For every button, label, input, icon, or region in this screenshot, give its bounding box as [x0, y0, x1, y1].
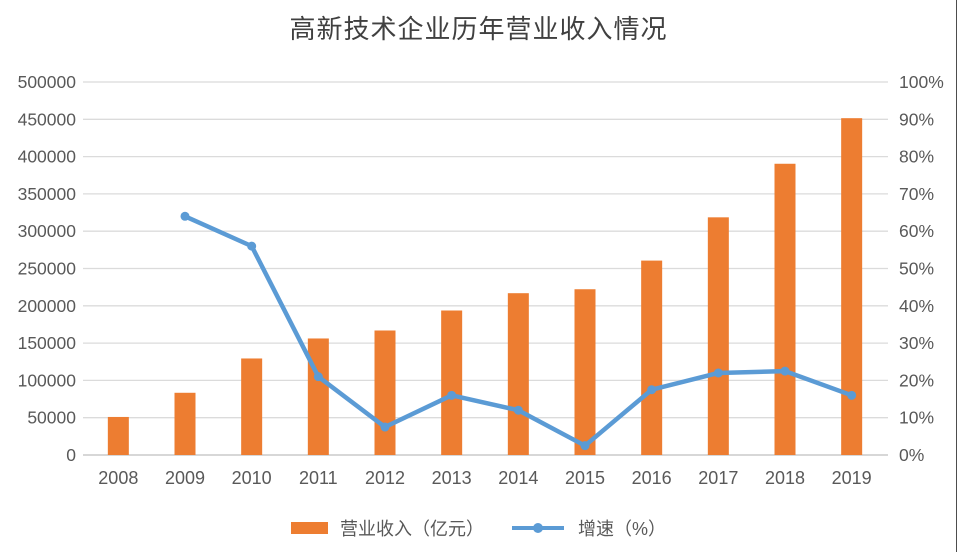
x-axis-label-2019: 2019: [832, 468, 872, 488]
growth-marker-2014: [513, 405, 523, 415]
x-axis-label-2015: 2015: [565, 468, 605, 488]
right-axis-tick-label: 90%: [899, 109, 934, 129]
x-axis-label-2011: 2011: [299, 468, 338, 488]
revenue-bar-2011: [307, 338, 329, 455]
left-axis-tick-label: 100000: [18, 370, 77, 390]
chart-title: 高新技术企业历年营业收入情况: [289, 15, 668, 45]
growth-marker-2017: [713, 368, 723, 378]
right-axis-tick-label: 20%: [899, 370, 934, 390]
left-axis-tick-label: 400000: [18, 147, 77, 167]
legend-growth-marker-icon: [532, 523, 543, 533]
revenue-bar-2017: [707, 217, 729, 455]
growth-marker-2019: [847, 390, 857, 400]
left-axis-tick-label: 300000: [18, 221, 77, 241]
growth-marker-2009: [180, 211, 190, 221]
left-axis-tick-label: 50000: [27, 408, 76, 428]
left-axis-tick-label: 450000: [18, 109, 77, 129]
x-axis-label-2016: 2016: [632, 468, 672, 488]
legend: 营业收入（亿元） 增速（%）: [0, 511, 956, 545]
x-axis-label-2014: 2014: [498, 468, 538, 488]
revenue-bar-2018: [774, 163, 796, 455]
x-axis-label-2008: 2008: [98, 468, 138, 488]
legend-revenue-swatch: [290, 522, 328, 534]
plot-area: 0 0% 50000 10% 100000 20% 150000 30% 200000 40% 25…: [18, 72, 944, 488]
legend-revenue-label: 营业收入（亿元）: [339, 519, 484, 539]
growth-marker-2011: [313, 372, 323, 382]
x-axis-label-2018: 2018: [765, 468, 805, 488]
revenue-bar-2008: [107, 416, 129, 455]
right-axis-tick-label: 50%: [899, 259, 934, 279]
right-axis-tick-label: 100%: [899, 72, 944, 92]
right-axis-tick-label: 80%: [899, 147, 934, 167]
legend-growth-swatch: [511, 523, 564, 533]
left-axis-tick-label: 250000: [18, 259, 77, 279]
right-axis-tick-label: 10%: [899, 408, 934, 428]
left-axis-tick-label: 200000: [18, 296, 77, 316]
left-axis-tick-label: 150000: [18, 333, 77, 353]
right-axis-tick-label: 70%: [899, 184, 934, 204]
legend-growth-label: 增速（%）: [577, 519, 666, 539]
growth-marker-2010: [247, 241, 257, 251]
revenue-bar-2012: [374, 330, 396, 455]
right-axis-tick-label: 60%: [899, 221, 934, 241]
right-axis-tick-label: 30%: [899, 333, 934, 353]
growth-marker-2012: [380, 422, 390, 432]
revenue-bar-2013: [441, 310, 463, 455]
revenue-bar-2016: [641, 260, 663, 455]
revenue-bar-2010: [241, 358, 263, 455]
right-axis-tick-label: 0%: [899, 445, 924, 465]
revenue-bar-2014: [507, 293, 529, 455]
left-axis-tick-label: 350000: [18, 184, 77, 204]
growth-marker-2013: [447, 390, 457, 400]
growth-marker-2015: [580, 441, 590, 451]
x-axis-label-2010: 2010: [232, 468, 272, 488]
x-axis-label-2017: 2017: [698, 468, 738, 488]
growth-marker-2018: [780, 366, 790, 376]
revenue-bar-2019: [841, 118, 863, 455]
x-axis-label-2013: 2013: [432, 468, 472, 488]
left-axis-tick-label: 500000: [18, 72, 77, 92]
right-axis-tick-label: 40%: [899, 296, 934, 316]
growth-marker-2016: [647, 385, 657, 395]
revenue-bar-2009: [174, 392, 196, 455]
left-axis-tick-label: 0: [66, 445, 76, 465]
x-axis-label-2012: 2012: [365, 468, 405, 488]
revenue-bar-2015: [574, 289, 596, 455]
x-axis-label-2009: 2009: [165, 468, 205, 488]
